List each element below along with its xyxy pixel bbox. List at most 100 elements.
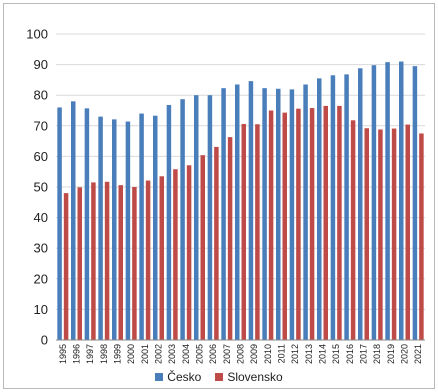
bar-cesko-2011 [276,88,281,340]
x-tick-label: 2001 [140,344,150,364]
bar-cesko-2000 [125,121,131,341]
x-tick-label: 2004 [181,344,191,364]
bar-slovensko-2011 [282,112,287,340]
y-tick-label: 100 [26,27,48,42]
bar-slovensko-2016 [350,120,356,341]
y-tick-label: 80 [34,88,48,103]
x-tick-label: 2019 [386,344,396,364]
bar-cesko-2003 [166,104,172,340]
x-tick-label: 2010 [263,344,273,364]
bar-cesko-2008 [235,84,240,341]
x-axis-ticks: 1995 1996 1997 1998 1999 2000 2001 2002 2003 2004… [58,344,423,364]
y-tick-label: 30 [34,241,48,256]
bar-cesko-1999 [112,119,117,341]
x-tick-label: 2017 [359,344,369,364]
bar-slovensko-2008 [241,123,246,341]
bar-cesko-2018 [371,65,377,340]
bar-cesko-2009 [248,81,254,341]
y-axis-ticks: 0 10 20 30 40 50 60 70 80 90 100 [26,27,48,348]
bar-cesko-2004 [180,99,185,340]
bar-cesko-2005 [194,95,199,340]
legend-swatch-cesko [155,373,164,381]
bar-cesko-2013 [303,84,308,341]
bar-cesko-2020 [399,61,404,340]
bar-slovensko-2020 [405,124,410,341]
legend-swatch-slovensko [215,373,224,381]
x-tick-label: 1996 [72,344,82,364]
bars [57,61,424,341]
y-tick-label: 60 [34,149,48,164]
x-tick-label: 2014 [318,344,328,364]
bar-slovensko-1999 [118,185,123,340]
x-tick-label: 1995 [58,344,68,364]
bar-slovensko-2009 [255,124,260,341]
x-tick-label: 2015 [331,344,341,364]
bar-cesko-2019 [385,62,390,340]
bar-slovensko-2004 [186,165,192,340]
y-tick-label: 40 [34,210,48,225]
bar-slovensko-2015 [337,105,342,340]
y-tick-label: 0 [41,333,48,348]
bar-cesko-2014 [317,78,322,341]
bar-cesko-2012 [289,89,295,340]
bar-slovensko-1996 [77,187,82,340]
bar-slovensko-2013 [309,108,315,340]
x-tick-label: 2020 [400,344,410,364]
x-tick-label: 2009 [249,344,259,364]
x-tick-label: 2008 [236,344,246,364]
bar-cesko-2016 [344,74,349,340]
x-tick-label: 2002 [154,344,164,364]
bar-cesko-1996 [71,101,76,340]
bar-slovensko-2018 [378,129,383,340]
x-tick-label: 1999 [113,344,123,364]
x-tick-label: 2016 [345,344,355,364]
x-tick-label: 2012 [290,344,300,364]
bar-slovensko-2005 [200,155,205,340]
bar-slovensko-2003 [173,169,178,340]
bar-slovensko-2014 [323,105,328,340]
y-tick-label: 10 [34,302,48,317]
bar-cesko-2001 [139,113,144,340]
bar-cesko-1995 [57,107,62,340]
x-tick-label: 2003 [167,344,177,364]
bar-slovensko-2007 [227,137,233,340]
bar-cesko-2007 [221,88,226,340]
bar-cesko-2021 [412,66,418,340]
y-tick-label: 90 [34,57,48,72]
x-tick-label: 2007 [222,344,232,364]
bar-slovensko-2012 [296,108,301,340]
bar-slovensko-2017 [364,128,369,340]
x-tick-label: 2000 [126,344,136,364]
bar-cesko-2010 [262,88,267,340]
x-tick-label: 2006 [208,344,218,364]
bar-slovensko-2019 [391,128,397,340]
x-tick-label: 2005 [195,344,205,364]
bar-slovensko-2010 [268,110,274,340]
legend-item-cesko: Česko [155,370,201,384]
bar-cesko-2017 [358,68,363,340]
legend-label-slovensko: Slovensko [227,370,283,384]
x-tick-label: 1997 [85,344,95,364]
bar-slovensko-2001 [145,180,151,340]
bar-cesko-1997 [84,108,90,340]
bar-slovensko-1997 [91,182,96,340]
y-tick-label: 50 [34,180,48,195]
x-tick-label: 2011 [277,344,287,363]
legend-label-cesko: Česko [167,370,202,384]
bar-cesko-1998 [98,116,103,341]
y-tick-label: 70 [34,118,48,133]
gridlines [56,33,425,341]
x-tick-label: 2013 [304,344,314,364]
y-tick-label: 20 [34,271,48,286]
x-tick-label: 1998 [99,344,109,364]
x-tick-label: 2018 [372,344,382,364]
x-tick-label: 2021 [413,344,423,364]
legend: Česko Slovensko [0,370,438,384]
bar-slovensko-2021 [419,133,424,340]
bar-slovensko-2006 [214,146,219,340]
bar-slovensko-2002 [159,176,164,340]
bar-slovensko-1998 [104,181,110,340]
bar-slovensko-2000 [132,187,137,340]
bar-cesko-2015 [330,75,336,340]
